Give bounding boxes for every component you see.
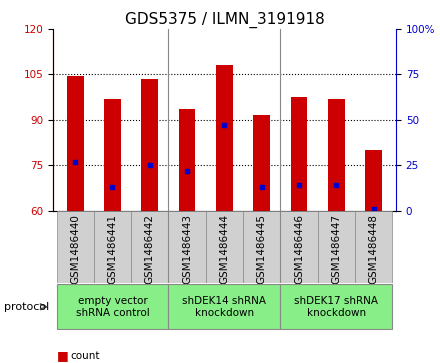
Point bbox=[221, 122, 228, 128]
Text: GSM1486445: GSM1486445 bbox=[257, 214, 267, 284]
Text: ■: ■ bbox=[57, 349, 69, 362]
Bar bbox=[179, 109, 195, 211]
Bar bbox=[328, 99, 345, 211]
Bar bbox=[253, 115, 270, 211]
Bar bbox=[169, 211, 206, 283]
Text: shDEK14 shRNA
knockdown: shDEK14 shRNA knockdown bbox=[183, 296, 266, 318]
Bar bbox=[56, 211, 94, 283]
Bar bbox=[216, 65, 233, 211]
Bar bbox=[355, 211, 392, 283]
Bar bbox=[365, 150, 382, 211]
Bar bbox=[280, 284, 392, 329]
Text: GSM1486440: GSM1486440 bbox=[70, 214, 80, 284]
Point bbox=[296, 182, 303, 188]
Point bbox=[183, 168, 191, 174]
Text: GSM1486446: GSM1486446 bbox=[294, 214, 304, 284]
Point bbox=[72, 159, 79, 164]
Point bbox=[370, 206, 377, 212]
Text: GSM1486448: GSM1486448 bbox=[369, 214, 378, 284]
Text: GSM1486443: GSM1486443 bbox=[182, 214, 192, 284]
Bar bbox=[56, 284, 169, 329]
Bar bbox=[104, 99, 121, 211]
Title: GDS5375 / ILMN_3191918: GDS5375 / ILMN_3191918 bbox=[125, 12, 324, 28]
Text: empty vector
shRNA control: empty vector shRNA control bbox=[76, 296, 149, 318]
Bar bbox=[169, 284, 280, 329]
Bar bbox=[318, 211, 355, 283]
Bar bbox=[280, 211, 318, 283]
Point bbox=[258, 184, 265, 190]
Bar bbox=[243, 211, 280, 283]
Bar bbox=[206, 211, 243, 283]
Bar bbox=[67, 76, 84, 211]
Text: shDEK17 shRNA
knockdown: shDEK17 shRNA knockdown bbox=[294, 296, 378, 318]
Text: GSM1486447: GSM1486447 bbox=[331, 214, 341, 284]
Point bbox=[333, 182, 340, 188]
Point bbox=[109, 184, 116, 190]
Bar bbox=[290, 97, 308, 211]
Text: protocol: protocol bbox=[4, 302, 50, 312]
Bar bbox=[94, 211, 131, 283]
Text: GSM1486442: GSM1486442 bbox=[145, 214, 155, 284]
Text: GSM1486444: GSM1486444 bbox=[220, 214, 229, 284]
Bar bbox=[141, 79, 158, 211]
Text: count: count bbox=[70, 351, 100, 361]
Text: GSM1486441: GSM1486441 bbox=[107, 214, 117, 284]
Bar bbox=[131, 211, 169, 283]
Point bbox=[146, 162, 153, 168]
